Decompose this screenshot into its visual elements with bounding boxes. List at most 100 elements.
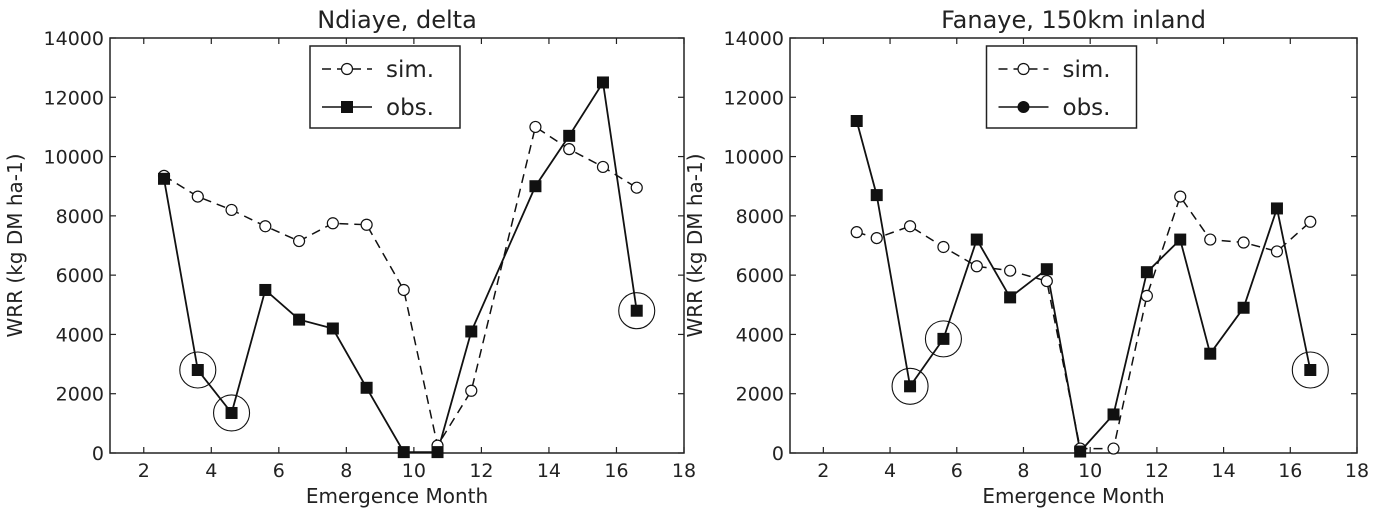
legend-label-obs: obs. (1063, 95, 1111, 121)
data-point-obs (465, 325, 478, 338)
chart-panel-fanaye: Fanaye, 150km inland 2 4 6 8 10 12 14 16 18 0 2000 4… (683, 6, 1369, 508)
x-tick-label: 2 (817, 460, 829, 482)
data-point-sim (903, 220, 917, 233)
data-point-obs (1204, 347, 1217, 360)
x-tick-label: 8 (1017, 460, 1029, 482)
y-tick-label: 6000 (56, 265, 104, 287)
chart-title: Ndiaye, delta (317, 6, 477, 34)
data-point-sim (465, 384, 478, 397)
data-point-sim (529, 120, 542, 134)
x-tick-label: 10 (1078, 460, 1102, 482)
data-point-obs (158, 172, 171, 185)
legend-marker-obs (341, 101, 353, 113)
y-tick-label: 6000 (736, 265, 784, 287)
y-tick-label: 14000 (44, 28, 104, 50)
y-tick-label: 2000 (736, 384, 784, 406)
data-point-sim (870, 231, 883, 245)
data-point-obs (563, 129, 576, 142)
data-point-obs (1140, 266, 1153, 279)
x-tick-label: 18 (1345, 460, 1369, 482)
data-point-sim (360, 218, 373, 231)
x-tick-label: 18 (672, 460, 696, 482)
data-point-sim (1304, 215, 1317, 228)
x-tick-label: 6 (951, 460, 963, 482)
data-point-sim (937, 240, 950, 254)
legend-label-obs: obs. (386, 95, 434, 121)
y-tick-label: 8000 (736, 206, 784, 228)
data-point-obs (1107, 408, 1120, 421)
x-tick-label: 14 (1211, 460, 1235, 482)
highlight-circle (179, 351, 217, 389)
data-point-obs (431, 446, 444, 459)
data-point-obs (1174, 233, 1187, 246)
data-point-sim (850, 226, 863, 239)
legend-box (309, 45, 461, 129)
x-tick-label: 16 (604, 460, 628, 482)
x-tick-label: 2 (138, 460, 150, 482)
data-point-sim (563, 143, 576, 156)
y-tick-label: 0 (772, 443, 784, 465)
data-point-obs (937, 332, 950, 345)
data-point-obs (904, 380, 917, 393)
plot-frame (789, 37, 1358, 454)
x-tick-label: 8 (340, 460, 352, 482)
data-point-sim (1237, 236, 1250, 249)
legend-marker-sim (340, 62, 354, 76)
data-point-obs (326, 322, 339, 335)
plot-frame (109, 37, 685, 454)
x-tick-label: 6 (273, 460, 285, 482)
data-point-obs (870, 189, 883, 202)
data-point-obs (1270, 202, 1283, 215)
data-point-sim (1107, 442, 1120, 455)
legend-box (985, 45, 1138, 129)
data-point-obs (630, 304, 643, 317)
data-point-sim (1040, 274, 1053, 288)
x-tick-label: 12 (1145, 460, 1169, 482)
y-tick-label: 4000 (736, 324, 784, 346)
y-tick-label: 12000 (44, 87, 104, 109)
series-line-obs (163, 79, 638, 454)
y-tick-label: 8000 (56, 206, 104, 228)
data-point-obs (1074, 445, 1087, 458)
data-point-obs (360, 381, 373, 394)
data-point-sim (970, 260, 983, 273)
series-line-sim (856, 194, 1311, 450)
y-tick-label: 10000 (44, 147, 104, 169)
data-point-obs (1040, 263, 1053, 276)
data-point-obs (259, 283, 272, 296)
y-tick-label: 12000 (724, 87, 784, 109)
y-tick-label: 2000 (56, 384, 104, 406)
x-axis-label: Emergence Month (306, 484, 488, 508)
data-point-sim (1140, 289, 1153, 302)
data-point-sim (1204, 233, 1217, 246)
data-point-sim (1270, 245, 1284, 258)
legend-marker-sim (1017, 62, 1030, 76)
data-point-sim (259, 220, 272, 233)
y-tick-label: 14000 (724, 28, 784, 50)
x-tick-label: 12 (469, 460, 493, 482)
data-point-sim (397, 283, 410, 297)
data-point-obs (970, 233, 983, 246)
chart-panel-ndiaye: Ndiaye, delta 2 4 6 8 10 12 14 16 18 0 2000 4000 6000… (3, 6, 696, 508)
x-tick-label: 16 (1278, 460, 1302, 482)
legend-marker-obs (1017, 101, 1030, 113)
data-point-sim (596, 160, 610, 174)
data-point-obs (1237, 301, 1250, 314)
chart-title: Fanaye, 150km inland (941, 6, 1206, 34)
data-point-sim (1004, 264, 1017, 277)
data-point-obs (850, 115, 863, 127)
y-tick-label: 4000 (56, 324, 104, 346)
highlight-circle (213, 394, 251, 432)
x-axis-label: Emergence Month (982, 484, 1164, 508)
series-line-obs (855, 120, 1312, 454)
data-point-sim (191, 190, 204, 203)
legend-label-sim: sim. (1063, 57, 1111, 83)
x-tick-label: 4 (884, 460, 896, 482)
highlight-circle (891, 367, 929, 405)
y-tick-label: 0 (92, 443, 104, 465)
data-point-obs (293, 313, 306, 326)
data-point-obs (1304, 364, 1317, 376)
data-point-sim (292, 234, 306, 248)
data-point-obs (596, 76, 609, 89)
